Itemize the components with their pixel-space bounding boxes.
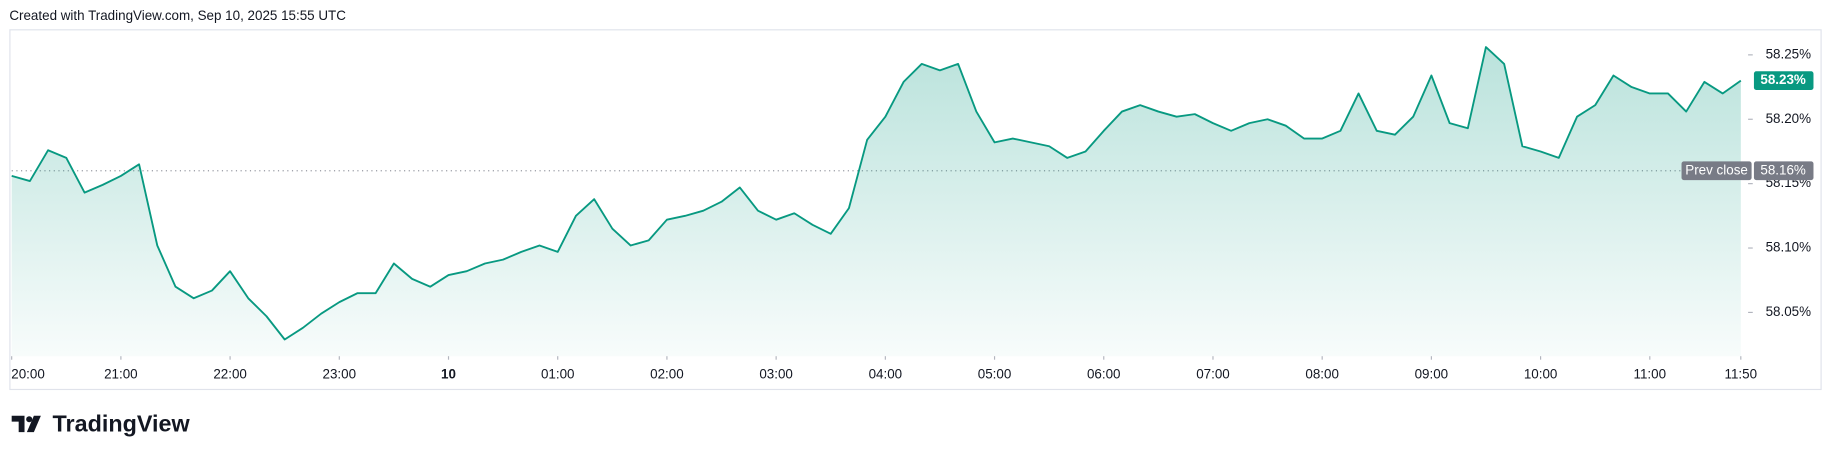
- y-tick-label: 58.05%: [1766, 304, 1812, 319]
- x-tick-label: 10:00: [1524, 366, 1558, 381]
- x-tick-label: 02:00: [650, 366, 684, 381]
- x-tick-label: 09:00: [1415, 366, 1449, 381]
- x-tick-label: 20:00: [11, 366, 45, 381]
- y-tick-label: 58.10%: [1766, 240, 1812, 255]
- x-tick-label: 08:00: [1305, 366, 1339, 381]
- y-tick-label: 58.25%: [1766, 46, 1812, 61]
- price-line: [11, 46, 1742, 341]
- x-tick-label: 23:00: [323, 366, 357, 381]
- x-tick-label: 04:00: [869, 366, 903, 381]
- x-tick-label: 11:00: [1634, 366, 1667, 381]
- x-tick-label: 22:00: [213, 366, 247, 381]
- brand-logo: TradingView: [11, 410, 191, 436]
- x-tick-label: 05:00: [978, 366, 1012, 381]
- area-fill: [11, 47, 1741, 357]
- header-text: Created with TradingView.com, Sep 10, 20…: [9, 8, 346, 23]
- last-price-box: [1753, 71, 1814, 90]
- x-tick-label: 11:50: [1725, 366, 1758, 381]
- x-tick-label: 06:00: [1087, 366, 1121, 381]
- x-tick-label: 10: [441, 366, 456, 381]
- x-tick-label: 07:00: [1196, 366, 1230, 381]
- x-tick-label: 21:00: [104, 366, 138, 381]
- prev-close-value-box: [1753, 161, 1814, 181]
- brand-name: TradingView: [53, 410, 191, 436]
- last-price-label: 58.23%: [1760, 72, 1806, 87]
- x-tick-label: 03:00: [759, 366, 793, 381]
- y-tick-label: 58.20%: [1766, 111, 1812, 126]
- x-tick-label: 01:00: [541, 366, 575, 381]
- prev-close-tag: [1681, 161, 1752, 181]
- prev-close-label: Prev close: [1685, 162, 1748, 177]
- chart-frame: [9, 29, 1822, 391]
- prev-close-value: 58.16%: [1760, 162, 1806, 177]
